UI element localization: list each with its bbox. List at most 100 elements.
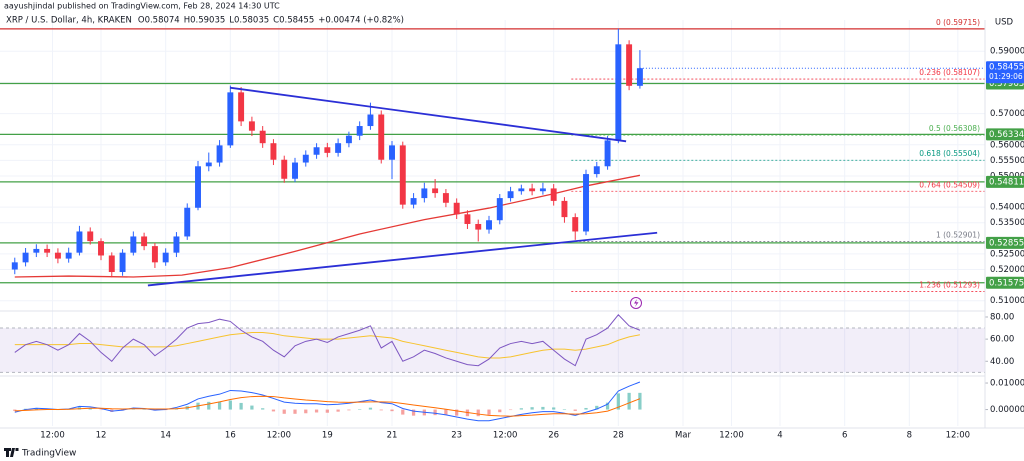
macd-histogram-bar — [487, 409, 491, 415]
currency-label: USD — [995, 18, 1014, 28]
macd-histogram-bar — [390, 409, 394, 412]
x-tick-label: 12:00 — [267, 431, 292, 441]
level-tag — [986, 175, 1024, 188]
candle-body — [453, 202, 460, 215]
candle-body — [302, 154, 309, 163]
level-tag — [986, 128, 1024, 141]
candle-body — [313, 147, 320, 155]
candle-body — [248, 121, 255, 131]
macd-histogram-bar — [584, 407, 588, 410]
macd-histogram-bar — [519, 408, 523, 410]
macd-histogram-bar — [239, 402, 243, 410]
candle-body — [593, 166, 600, 175]
macd-histogram-bar — [314, 409, 319, 413]
countdown-label: 01:29:06 — [989, 72, 1023, 81]
rsi-band — [0, 328, 985, 373]
macd-histogram-bar — [455, 409, 459, 416]
x-tick-label: 12 — [96, 431, 107, 441]
y-tick-label: 0.00000 — [990, 405, 1024, 415]
x-tick-label: 26 — [548, 431, 559, 441]
candle-body — [108, 255, 115, 273]
fib-label: 1 (0.52901) — [936, 230, 980, 239]
y-tick-label: 0.01000 — [990, 379, 1024, 389]
x-tick-label: 8 — [907, 431, 912, 441]
macd-histogram-bar — [530, 407, 534, 410]
x-tick-label: 28 — [613, 431, 624, 441]
macd-histogram-bar — [573, 409, 577, 411]
x-tick-label: 12:00 — [946, 431, 971, 441]
candle-body — [389, 145, 395, 160]
macd-histogram-bar — [433, 409, 437, 416]
x-tick-label: 6 — [842, 431, 847, 441]
candle-body — [356, 126, 363, 136]
candle-body — [195, 166, 201, 208]
candle-body — [636, 68, 643, 86]
x-tick-label: Mar — [675, 431, 692, 441]
level-tag-label: 0.52855 — [989, 238, 1024, 248]
x-tick-label: 12:00 — [719, 431, 744, 441]
candle-body — [205, 162, 212, 167]
level-tag-label: 0.51575 — [989, 278, 1024, 288]
alert-circle — [630, 297, 642, 309]
brand: TradingView — [4, 448, 76, 459]
macd-histogram-bar — [228, 400, 232, 410]
macd-histogram-bar — [271, 409, 276, 412]
candle-body — [572, 217, 579, 232]
candle-body — [173, 236, 180, 253]
macd-histogram-bar — [142, 409, 146, 410]
candle-body — [44, 248, 51, 253]
macd-histogram-bar — [368, 407, 373, 410]
macd-histogram-bar — [595, 405, 599, 410]
candle-body — [475, 223, 482, 230]
candle-body — [162, 252, 169, 263]
y-tick-label: 0.56000 — [990, 140, 1024, 150]
candle-body — [529, 188, 536, 192]
y-tick-label: 0.55500 — [990, 156, 1024, 166]
ohlc-value: +0.00474 (+0.82%) — [318, 16, 404, 26]
fib-label: 0.236 (0.58107) — [919, 68, 980, 77]
y-tick-label: 0.51000 — [990, 296, 1024, 306]
y-tick-label: 60.00 — [990, 335, 1014, 345]
y-tick-label: 0.54000 — [990, 203, 1024, 213]
candle-body — [281, 159, 288, 179]
macd-histogram-bar — [508, 409, 513, 411]
candle-body — [496, 198, 503, 221]
fib-label: 0 (0.59715) — [936, 18, 980, 27]
macd-histogram-bar — [411, 409, 416, 416]
macd-histogram-bar — [325, 409, 329, 413]
last-price-label: 0.58455 — [989, 63, 1024, 73]
candle-body — [227, 92, 234, 146]
candle-body — [324, 147, 331, 153]
macd-histogram-bar — [34, 407, 38, 410]
level-tag-label: 0.54811 — [989, 177, 1024, 187]
candle-body — [270, 143, 277, 160]
candle-body — [259, 130, 266, 144]
ema-line — [14, 174, 641, 278]
candle-body — [87, 231, 94, 242]
candle-body — [76, 231, 83, 253]
trend-line — [229, 86, 627, 143]
level-tag-label: 0.57963 — [989, 79, 1024, 89]
candle-body — [561, 200, 568, 218]
candle-body — [119, 252, 126, 273]
last-price-tag — [986, 61, 1024, 84]
candle-body — [54, 252, 61, 259]
candle-body — [238, 92, 245, 122]
alert-bolt — [634, 299, 639, 307]
level-tag-label: 0.56334 — [989, 130, 1024, 140]
ohlc-value: L0.58035 — [229, 16, 269, 26]
candle-body — [486, 220, 492, 230]
candle-body — [141, 236, 148, 247]
y-tick-label: 40.00 — [990, 357, 1014, 367]
candle-body — [65, 252, 72, 259]
macd-histogram-bar — [13, 409, 17, 411]
candle-body — [604, 140, 611, 167]
level-tag — [986, 276, 1024, 289]
ohlc-value: C0.58455 — [273, 16, 314, 26]
macd-histogram-bar — [498, 409, 502, 413]
ohlc-value: O0.58074 — [138, 16, 180, 26]
candle-body — [22, 252, 29, 263]
macd-histogram-bar — [250, 405, 254, 410]
